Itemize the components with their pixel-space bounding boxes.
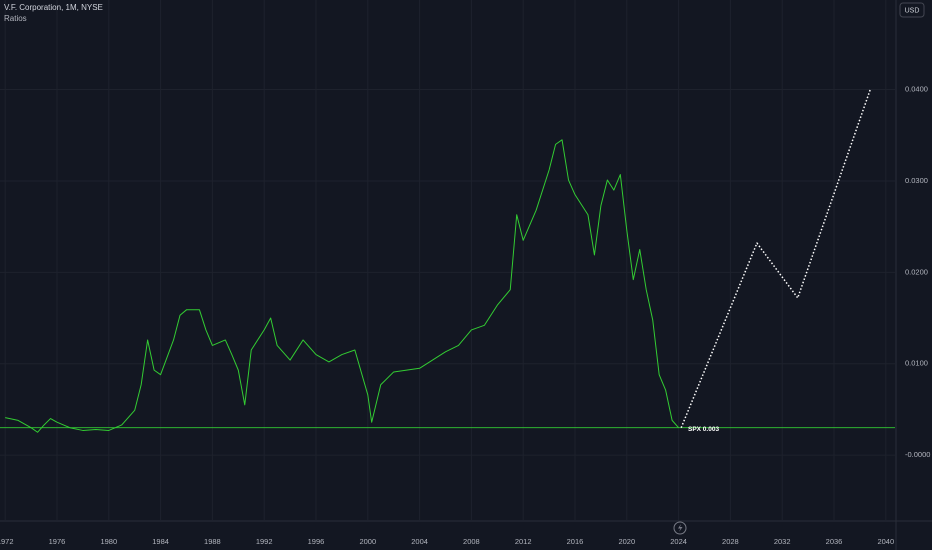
horizontal-line-label: SPX 0.003	[688, 426, 719, 433]
plot	[0, 89, 895, 433]
x-tick-label: 2012	[515, 537, 532, 546]
x-tick-label: 2028	[722, 537, 739, 546]
lightning-glyph	[678, 524, 683, 532]
y-tick-label: 0.0300	[905, 176, 928, 185]
x-tick-label: 2008	[463, 537, 480, 546]
chart-subtitle: Ratios	[4, 14, 27, 23]
x-tick-label: 1976	[49, 537, 66, 546]
x-tick-label: 1988	[204, 537, 221, 546]
x-tick-label: 2000	[359, 537, 376, 546]
x-tick-label: 1984	[152, 537, 169, 546]
y-tick-label: -0.0000	[905, 450, 930, 459]
x-tick-label: 2040	[877, 537, 894, 546]
x-tick-label: 2036	[826, 537, 843, 546]
currency-button[interactable]	[899, 2, 925, 18]
x-tick-label: 1996	[308, 537, 325, 546]
y-tick-label: 0.0100	[905, 359, 928, 368]
ratio-line	[5, 139, 679, 433]
x-tick-label: 1972	[0, 537, 14, 546]
x-tick-label: 1980	[100, 537, 117, 546]
chart-title: V.F. Corporation, 1M, NYSE	[4, 3, 103, 12]
currency-label[interactable]: USD	[905, 7, 920, 14]
x-tick-label: 1992	[256, 537, 273, 546]
grid	[0, 0, 895, 520]
projection-line	[680, 89, 871, 428]
x-tick-label: 2020	[618, 537, 635, 546]
x-tick-label: 2016	[567, 537, 584, 546]
x-tick-label: 2004	[411, 537, 428, 546]
y-tick-label: 0.0400	[905, 85, 928, 94]
y-tick-label: 0.0200	[905, 267, 928, 276]
x-tick-label: 2032	[774, 537, 791, 546]
x-tick-label: 2024	[670, 537, 687, 546]
